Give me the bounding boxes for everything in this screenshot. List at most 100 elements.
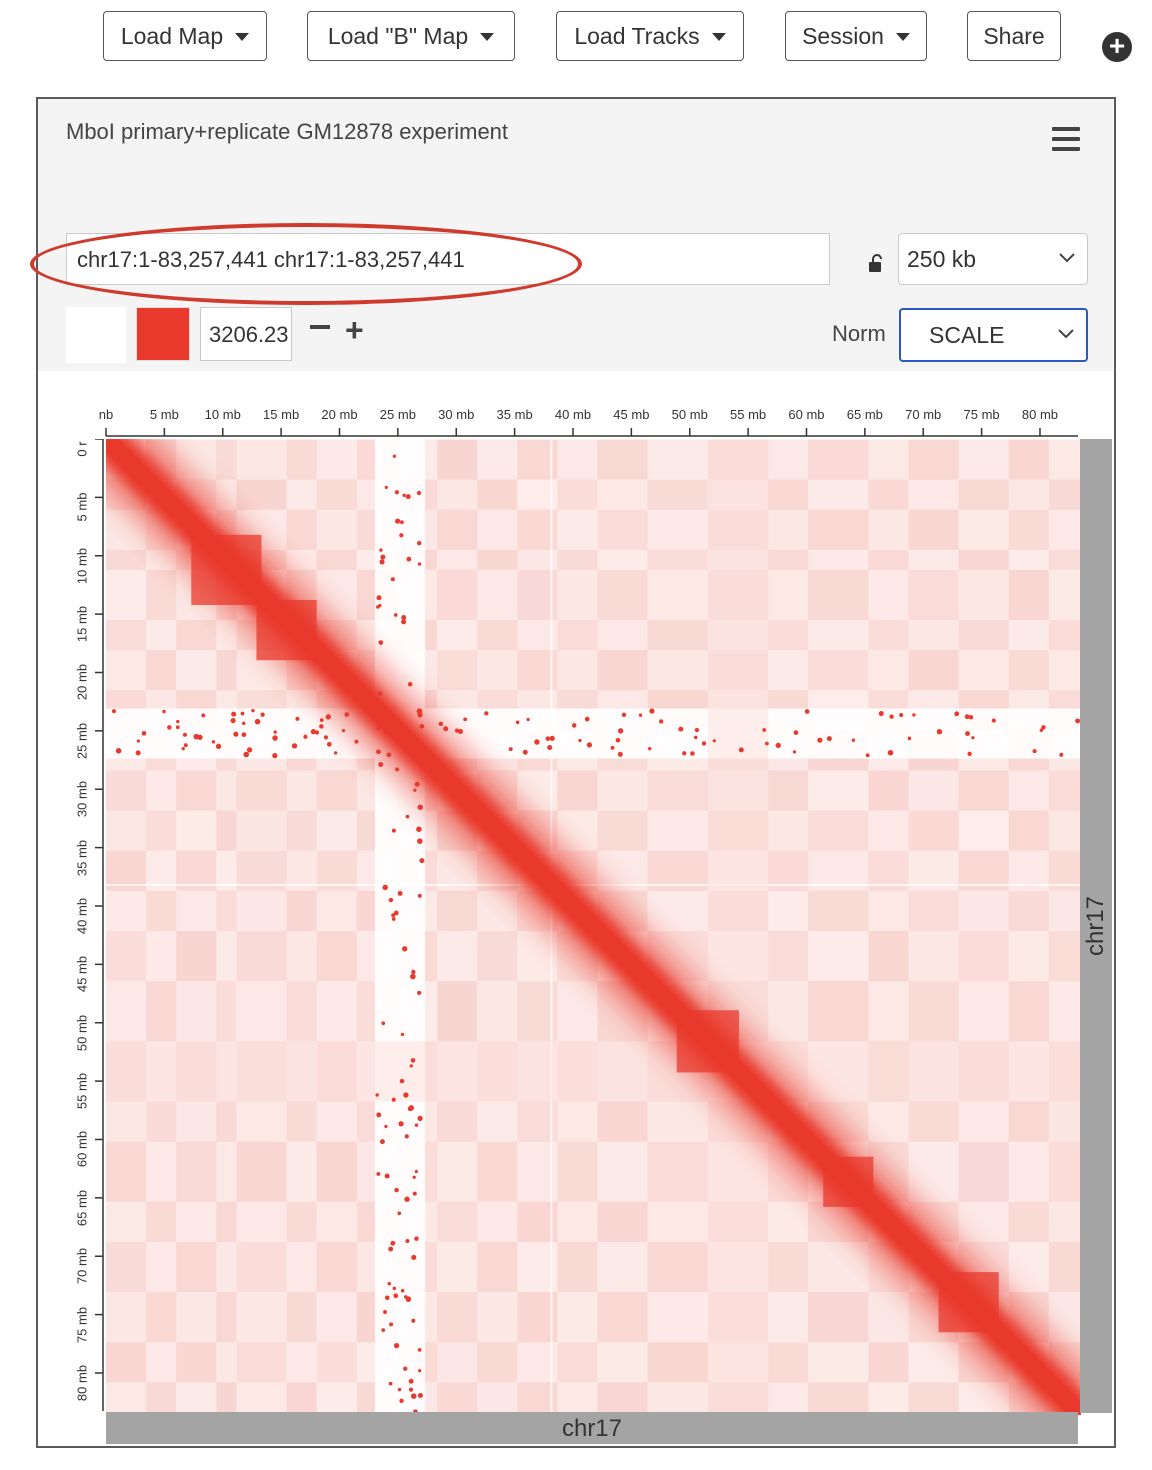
heatmap-block <box>477 650 518 691</box>
heatmap-block <box>768 890 809 932</box>
share-button[interactable]: Share <box>967 11 1061 61</box>
contact-dot <box>648 746 652 751</box>
contact-dot <box>418 1369 422 1373</box>
contact-dot <box>991 718 996 723</box>
load-b-map-button[interactable]: Load "B" Map <box>307 11 515 61</box>
contact-dot <box>384 485 388 489</box>
y-axis-tick-label: 30 mb <box>74 781 90 818</box>
heatmap-block <box>908 549 959 570</box>
x-axis-tick-label: 60 mb <box>788 407 825 422</box>
heatmap-block <box>146 1101 177 1142</box>
unlock-icon[interactable] <box>868 253 888 273</box>
heatmap-block <box>908 770 959 811</box>
contact-dot <box>333 751 338 755</box>
minus-icon[interactable] <box>310 325 330 329</box>
contact-dot <box>412 1175 416 1179</box>
menu-icon[interactable] <box>1052 127 1080 151</box>
contact-dot <box>319 718 324 722</box>
contact-dot <box>414 1169 418 1174</box>
compartment-band <box>106 1041 1081 1102</box>
heatmap-block <box>437 439 478 480</box>
contact-matrix-heatmap[interactable] <box>106 439 1081 1415</box>
contact-dot <box>388 1381 393 1386</box>
normalization-select[interactable]: SCALE <box>899 308 1088 362</box>
heatmap-block <box>1048 549 1081 570</box>
normalization-value: SCALE <box>929 322 1005 348</box>
heatmap-block <box>868 770 909 811</box>
contact-dot <box>392 1286 397 1291</box>
resolution-select[interactable]: 250 kb <box>898 233 1088 285</box>
contact-dot <box>416 826 422 832</box>
heatmap-block <box>958 931 1009 982</box>
heatmap-block <box>1048 981 1081 1042</box>
add-browser-icon[interactable]: + <box>1102 32 1132 62</box>
contact-dot <box>408 1105 415 1111</box>
heatmap-block <box>106 650 147 691</box>
y-axis-tick-label: 25 mb <box>74 722 90 759</box>
dropdown-caret-icon <box>711 33 726 41</box>
session-button[interactable]: Session <box>785 11 927 61</box>
contact-dot <box>409 1064 413 1068</box>
heatmap-block <box>597 770 648 811</box>
load-tracks-button[interactable]: Load Tracks <box>556 11 744 61</box>
heatmap-block <box>477 549 518 570</box>
unmappable-band <box>106 708 1081 759</box>
heatmap-block <box>597 549 648 570</box>
min-color-swatch[interactable] <box>66 307 126 363</box>
color-scale-max-input[interactable]: 3206.23 <box>200 307 292 361</box>
heatmap-block <box>557 1141 598 1202</box>
heatmap-block <box>868 981 909 1042</box>
contact-dot <box>411 1318 416 1323</box>
plus-icon[interactable]: + <box>345 312 364 348</box>
heatmap-block <box>1008 890 1049 932</box>
heatmap-block <box>236 810 287 851</box>
x-axis-tick-label: 75 mb <box>963 407 1000 422</box>
y-axis-tick-label: 40 mb <box>74 897 90 935</box>
heatmap-block <box>176 1141 217 1202</box>
contact-dot <box>804 709 810 714</box>
heatmap-block <box>176 890 217 932</box>
contact-dot <box>398 1121 404 1127</box>
heatmap-block <box>437 1342 478 1383</box>
contact-dot <box>454 728 460 733</box>
contact-dot <box>251 708 255 713</box>
contact-dot <box>638 713 643 717</box>
heatmap-block <box>868 1101 909 1142</box>
heatmap-block <box>437 479 478 510</box>
heatmap-block <box>597 569 648 621</box>
heatmap-block <box>236 1141 287 1202</box>
heatmap-block <box>477 1101 518 1142</box>
contact-dot <box>817 737 823 743</box>
heatmap-block <box>768 479 809 510</box>
contact-dot <box>243 751 250 758</box>
contact-dot <box>694 727 700 733</box>
heatmap-block <box>647 569 708 621</box>
x-axis-tick-label: 20 mb <box>321 407 358 422</box>
contact-dot <box>295 716 300 721</box>
contact-dot <box>314 730 320 735</box>
contact-dot <box>381 1328 386 1332</box>
locus-input[interactable]: chr17:1-83,257,441 chr17:1-83,257,441 <box>66 233 830 285</box>
heatmap-block <box>176 1241 217 1293</box>
contact-dot <box>417 562 422 566</box>
contact-dot <box>401 619 407 625</box>
heatmap-block <box>647 1292 708 1343</box>
heatmap-block <box>176 1101 217 1142</box>
y-axis-tick-label: 50 mb <box>74 1014 90 1051</box>
y-axis-tick-label: 60 mb <box>74 1131 90 1168</box>
contact-dot <box>391 913 396 918</box>
contact-dot <box>701 741 707 746</box>
heatmap-block <box>958 549 1009 570</box>
heatmap-block <box>647 810 708 851</box>
contact-dot <box>242 721 246 726</box>
heatmap-block <box>477 981 518 1042</box>
dataset-title: MboI primary+replicate GM12878 experimen… <box>66 119 509 144</box>
load-map-button[interactable]: Load Map <box>103 11 267 61</box>
heatmap-block <box>286 439 317 480</box>
heatmap-block <box>597 479 648 510</box>
heatmap-block <box>1008 620 1049 651</box>
max-color-swatch[interactable] <box>136 307 190 361</box>
heatmap-block <box>868 810 909 851</box>
heatmap-block <box>768 1201 809 1242</box>
contact-dot <box>167 725 172 730</box>
